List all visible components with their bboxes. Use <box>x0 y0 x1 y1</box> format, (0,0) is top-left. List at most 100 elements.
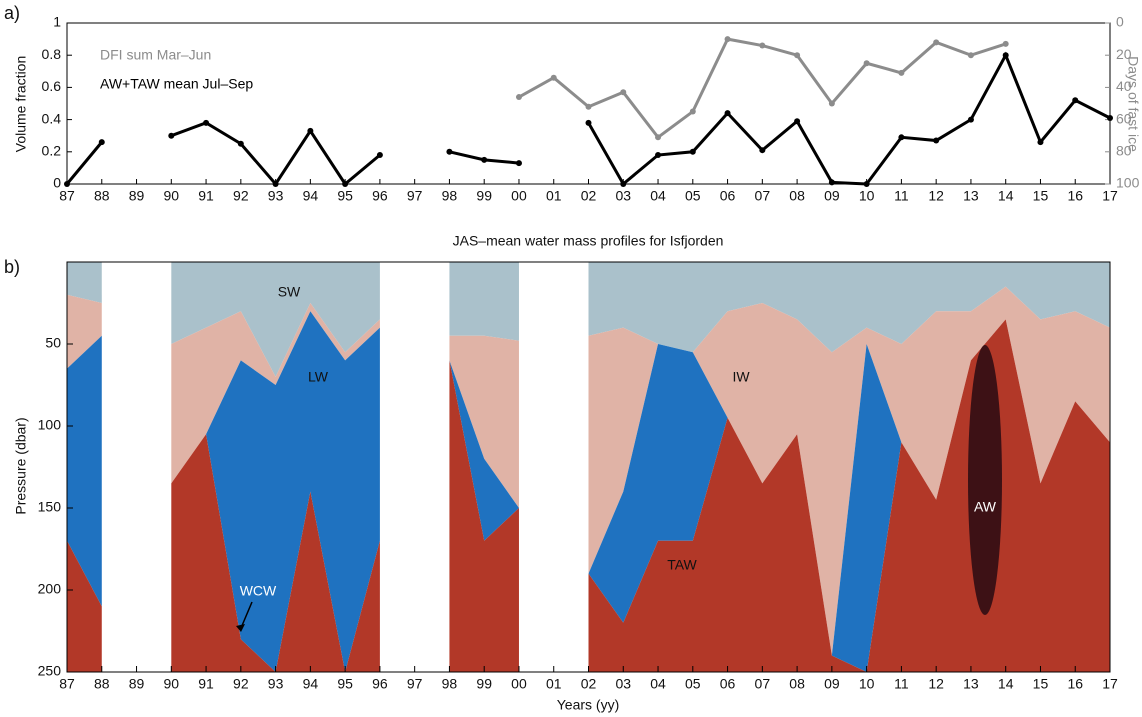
layer-area <box>171 311 380 672</box>
x-tick-label: 95 <box>337 188 353 204</box>
x-tick-label: 95 <box>337 676 353 692</box>
point <box>898 69 905 76</box>
layer-label: SW <box>278 284 301 300</box>
y2-axis-label: Days of fast ice <box>1125 56 1141 152</box>
point <box>967 116 974 123</box>
point <box>481 156 488 163</box>
point <box>585 119 592 126</box>
layer-area <box>588 286 1110 656</box>
x-tick-label: 96 <box>372 188 388 204</box>
series-line <box>65 51 1111 187</box>
y-tick-label: 100 <box>38 417 62 433</box>
x-tick-label: 92 <box>233 676 249 692</box>
layer-area <box>588 319 1110 672</box>
x-tick-label: 10 <box>859 676 875 692</box>
x-tick-label: 13 <box>963 676 979 692</box>
y2-tick-label: 60 <box>1116 110 1132 126</box>
legend-entry: AW+TAW mean Jul–Sep <box>100 76 253 92</box>
y-tick-label: 50 <box>45 335 61 351</box>
annotation-arrowhead <box>236 624 245 632</box>
layer-area <box>588 262 1110 353</box>
point <box>933 137 940 144</box>
point <box>898 134 905 141</box>
annotation-arrow <box>240 601 253 629</box>
x-tick-label: 08 <box>789 188 805 204</box>
point <box>272 181 279 187</box>
x-tick-label: 08 <box>789 676 805 692</box>
x-tick-label: 11 <box>894 676 909 692</box>
x-tick-label: 94 <box>303 188 319 204</box>
x-tick-label: 04 <box>650 676 666 692</box>
x-tick-label: 17 <box>1102 676 1118 692</box>
point <box>863 181 870 187</box>
y-tick-label: 0 <box>53 175 61 191</box>
point <box>446 148 453 155</box>
layer-area <box>171 303 380 484</box>
layer-label: TAW <box>667 557 697 573</box>
x-tick-label: 14 <box>998 676 1014 692</box>
annotation: AW <box>974 499 997 515</box>
point <box>794 52 801 59</box>
layer-area <box>67 294 102 369</box>
point <box>724 110 731 117</box>
x-tick-label: 17 <box>1102 188 1118 204</box>
x-tick-label: 07 <box>755 676 771 692</box>
x-tick-label: 93 <box>268 676 284 692</box>
x-tick-label: 98 <box>442 676 458 692</box>
point <box>759 42 766 49</box>
plot-frame <box>66 22 1111 185</box>
x-tick-label: 91 <box>198 188 214 204</box>
point <box>828 179 835 186</box>
y-axis-label: Pressure (dbar) <box>13 417 29 514</box>
x-tick-label: 07 <box>755 188 771 204</box>
layer-area <box>449 262 519 341</box>
point <box>1002 40 1009 47</box>
x-tick-label: 01 <box>546 188 562 204</box>
layer-label: IW <box>732 369 750 385</box>
x-tick-label: 93 <box>268 188 284 204</box>
x-tick-label: 01 <box>546 676 562 692</box>
point <box>863 60 870 67</box>
y-tick-label: 1 <box>53 14 61 30</box>
point <box>759 147 766 154</box>
x-tick-label: 88 <box>94 188 110 204</box>
point <box>1072 97 1079 104</box>
x-tick-label: 05 <box>685 188 701 204</box>
x-tick-label: 12 <box>928 188 944 204</box>
y-tick-label: 0.8 <box>42 46 62 62</box>
x-tick-label: 10 <box>859 188 875 204</box>
point <box>98 139 105 146</box>
x-tick-label: 15 <box>1033 188 1049 204</box>
point <box>515 160 522 167</box>
aw-lens <box>968 345 1002 615</box>
x-tick-label: 03 <box>615 676 631 692</box>
x-tick-label: 03 <box>615 188 631 204</box>
x-tick-label: 09 <box>824 676 840 692</box>
x-tick-label: 89 <box>129 676 145 692</box>
point <box>1037 139 1044 146</box>
point <box>1107 114 1113 121</box>
y2-tick-label: 40 <box>1116 78 1132 94</box>
y2-tick-label: 80 <box>1116 143 1132 159</box>
annotation: WCW <box>240 583 277 599</box>
point <box>620 89 627 96</box>
layer-area <box>67 262 102 303</box>
point <box>237 140 244 147</box>
x-tick-label: 97 <box>407 676 423 692</box>
y-tick-label: 200 <box>38 581 62 597</box>
point <box>376 152 383 159</box>
x-tick-label: 94 <box>303 676 319 692</box>
layer-area <box>67 335 102 607</box>
y2-tick-label: 100 <box>1116 175 1140 191</box>
x-tick-label: 90 <box>164 676 180 692</box>
panel-label: a) <box>4 3 20 23</box>
point <box>64 181 70 187</box>
point <box>689 148 696 155</box>
layer-label: LW <box>308 369 329 385</box>
y-axis-label: Volume fraction <box>13 56 29 153</box>
x-tick-label: 02 <box>581 188 597 204</box>
series-line <box>518 37 1007 140</box>
point <box>967 52 974 59</box>
x-tick-label: 89 <box>129 188 145 204</box>
